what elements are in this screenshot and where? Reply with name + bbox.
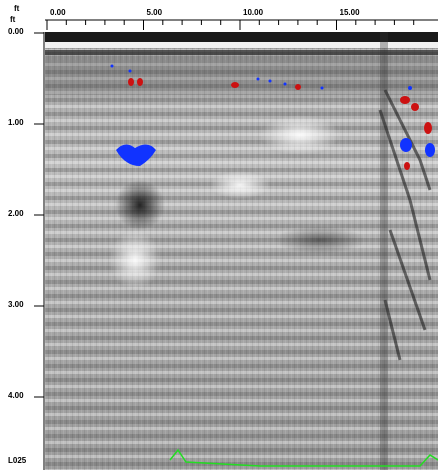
x-tick-label: 10.00 <box>243 8 264 17</box>
x-tick-label: 15.00 <box>340 8 361 17</box>
x-tick-label: 0.00 <box>50 8 66 17</box>
y-axis-unit: ft <box>10 15 16 24</box>
line-id: L025 <box>8 456 27 465</box>
y-tick-label: 1.00 <box>8 118 24 127</box>
y-tick-label: 2.00 <box>8 209 24 218</box>
y-tick-label: 0.00 <box>8 27 24 36</box>
x-axis-unit: ft <box>14 4 20 13</box>
y-tick-label: 4.00 <box>8 391 24 400</box>
x-tick-label: 5.00 <box>147 8 163 17</box>
y-tick-label: 3.00 <box>8 300 24 309</box>
scan-image <box>45 32 438 470</box>
